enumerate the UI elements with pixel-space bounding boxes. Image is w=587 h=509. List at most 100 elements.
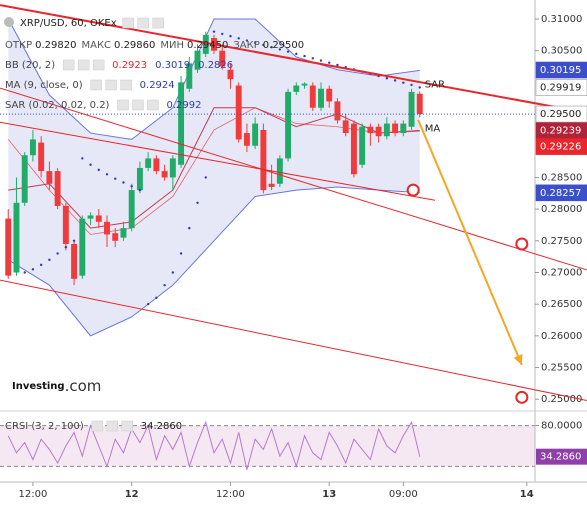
candle-body bbox=[293, 85, 300, 92]
legend-icon bbox=[117, 99, 129, 111]
trendline bbox=[0, 121, 436, 201]
candle-body bbox=[104, 221, 110, 235]
y-tick-label: 0.31000 bbox=[541, 14, 582, 25]
annotation: MA bbox=[425, 124, 441, 135]
x-tick-label: 12 bbox=[125, 489, 139, 500]
candle-body bbox=[186, 63, 193, 89]
sar-dot bbox=[278, 48, 282, 51]
rsi-legend-value: 34.2860 bbox=[141, 421, 182, 432]
sar-dot bbox=[262, 43, 265, 47]
candle-body bbox=[375, 126, 382, 137]
indicator-value: 0.2992 bbox=[166, 100, 201, 111]
sar-dot bbox=[328, 61, 331, 64]
sar-dot bbox=[221, 32, 224, 36]
sar-dot bbox=[179, 252, 183, 255]
ohlc-label: ОТКР bbox=[5, 40, 32, 51]
sar-dot bbox=[303, 54, 306, 58]
legend-icon bbox=[121, 420, 133, 432]
bollinger-fill bbox=[8, 19, 420, 336]
rsi-value-box-label: 34.2860 bbox=[540, 452, 581, 463]
candle-body bbox=[235, 85, 242, 140]
sar-dot bbox=[130, 185, 133, 188]
candle-body bbox=[268, 183, 275, 187]
legend-icon bbox=[105, 79, 117, 91]
legend-icon bbox=[90, 79, 102, 91]
candle-body bbox=[309, 85, 316, 108]
sar-dot bbox=[64, 245, 68, 249]
ohlc-value: 0.29500 bbox=[263, 40, 304, 51]
sar-dot bbox=[81, 157, 84, 160]
sar-dot bbox=[23, 271, 26, 274]
sar-dot bbox=[48, 258, 51, 262]
candle-body bbox=[136, 167, 143, 191]
sar-dot bbox=[229, 34, 232, 38]
indicator-value: 0.2923 bbox=[112, 60, 147, 71]
legend-icon bbox=[91, 420, 103, 432]
price-label: 0.29226 bbox=[540, 142, 581, 153]
candle-body bbox=[367, 126, 374, 134]
x-tick-label: 12:00 bbox=[216, 489, 245, 500]
candle-body bbox=[169, 158, 176, 178]
sar-dot bbox=[89, 163, 92, 166]
legend-icon bbox=[137, 17, 149, 29]
sar-dot bbox=[155, 296, 158, 300]
price-label-box bbox=[535, 138, 587, 155]
legend-symbol-icon bbox=[4, 17, 14, 27]
candle-body bbox=[252, 123, 259, 146]
chart-title: XRP/USD, 60, OKEx bbox=[20, 18, 117, 29]
sar-dot bbox=[385, 77, 389, 80]
candle-body bbox=[219, 50, 226, 67]
sar-dot bbox=[410, 83, 413, 87]
target-circle bbox=[515, 237, 529, 251]
candle-body bbox=[383, 123, 390, 137]
price-label-box bbox=[535, 61, 587, 79]
indicator-values: 0.2924 bbox=[140, 80, 175, 91]
candle-body bbox=[285, 91, 292, 159]
candle-body bbox=[276, 158, 283, 184]
legend-icon bbox=[92, 59, 105, 71]
logo-suffix: .com bbox=[65, 377, 102, 395]
indicator-name: BB (20, 2) bbox=[5, 60, 55, 71]
sar-dot bbox=[311, 57, 314, 60]
ohlc-label: ЗАКР bbox=[233, 40, 259, 51]
candle-body bbox=[326, 88, 333, 102]
candle-body bbox=[400, 123, 407, 134]
target-circle bbox=[406, 183, 420, 197]
indicator-values: 0.2992 bbox=[166, 100, 201, 111]
indicator-value: 0.2826 bbox=[198, 60, 233, 71]
ohlc-legend: ОТКР 0.29820 МАКС 0.29860 МИН 0.29450 ЗАКР 0.29… bbox=[5, 40, 304, 51]
sar-dot bbox=[122, 181, 125, 184]
candle-body bbox=[95, 215, 102, 222]
sar-dot bbox=[138, 188, 142, 192]
legend-icon bbox=[132, 99, 144, 111]
ohlc-value: 0.29860 bbox=[114, 40, 155, 51]
rsi-tick-label: 80.0000 bbox=[541, 421, 582, 432]
ohlc-label: МАКС bbox=[81, 40, 111, 51]
candle-body bbox=[13, 202, 20, 273]
x-tick-label: 12:00 bbox=[19, 489, 48, 500]
sar-dot bbox=[336, 63, 339, 67]
sar-dot bbox=[212, 30, 216, 33]
candle-body bbox=[243, 133, 250, 146]
y-tick-label: 0.26000 bbox=[541, 331, 582, 342]
candle-body bbox=[112, 233, 119, 241]
indicator-value: 0.3019 bbox=[155, 60, 190, 71]
legend-icon bbox=[62, 59, 75, 71]
y-tick-label: 0.28500 bbox=[541, 172, 582, 183]
indicator-value: 0.2924 bbox=[140, 80, 175, 91]
trendline bbox=[0, 87, 587, 271]
sar-dot bbox=[56, 252, 59, 255]
y-tick-label: 0.25500 bbox=[541, 363, 582, 374]
candle-body bbox=[62, 205, 69, 244]
trendline bbox=[0, 279, 587, 401]
candle-body bbox=[350, 123, 357, 175]
candle-body bbox=[128, 190, 135, 229]
candle-body bbox=[153, 158, 160, 172]
y-tick-label: 0.27500 bbox=[541, 236, 582, 247]
candle-body bbox=[342, 120, 349, 134]
sar-dot bbox=[295, 52, 298, 56]
sar-dot bbox=[163, 283, 166, 287]
candle-body bbox=[202, 34, 209, 54]
x-tick-label: 09:00 bbox=[389, 489, 418, 500]
indicator-name: MA (9, close, 0) bbox=[5, 80, 83, 91]
